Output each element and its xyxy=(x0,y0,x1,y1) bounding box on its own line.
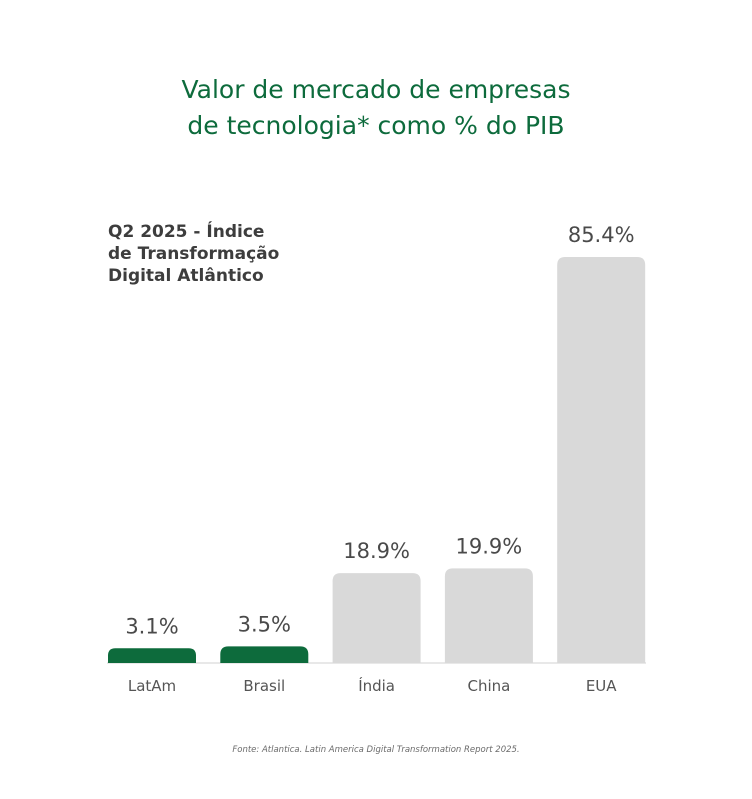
chart-title-line-1: Valor de mercado de empresas xyxy=(181,75,571,104)
bar-brasil xyxy=(220,646,309,663)
bar-latam xyxy=(108,648,196,663)
chart-subtitle-line-1: Q2 2025 - Índice xyxy=(108,222,265,242)
chart-subtitle-line-2: de Transformação xyxy=(108,244,280,264)
value-label-china: 19.9% xyxy=(456,534,523,558)
value-label-brasil: 3.5% xyxy=(238,612,291,636)
chart-subtitle-line-3: Digital Atlântico xyxy=(108,266,264,286)
category-label-índia: Índia xyxy=(358,676,395,695)
value-label-latam: 3.1% xyxy=(125,614,178,638)
value-label-índia: 18.9% xyxy=(343,539,410,563)
category-label-china: China xyxy=(467,677,510,695)
chart-title-line-2: de tecnologia* como % do PIB xyxy=(187,111,565,140)
source-note: Fonte: Atlantica. Latin America Digital … xyxy=(232,745,520,755)
chart-title: Valor de mercado de empresas de tecnolog… xyxy=(0,72,752,144)
category-label-latam: LatAm xyxy=(128,677,176,695)
category-label-eua: EUA xyxy=(586,677,617,695)
bar-eua xyxy=(557,257,646,663)
chart-subtitle: Q2 2025 - Índice de Transformação Digita… xyxy=(108,221,348,287)
category-label-brasil: Brasil xyxy=(243,677,285,695)
value-label-eua: 85.4% xyxy=(568,223,635,247)
bar-china xyxy=(444,568,533,663)
bar-índia xyxy=(332,573,421,663)
bars-group: 3.1% LatAm 3.5% Brasil 18.9% Índia 19.9% China 8… xyxy=(108,223,646,695)
